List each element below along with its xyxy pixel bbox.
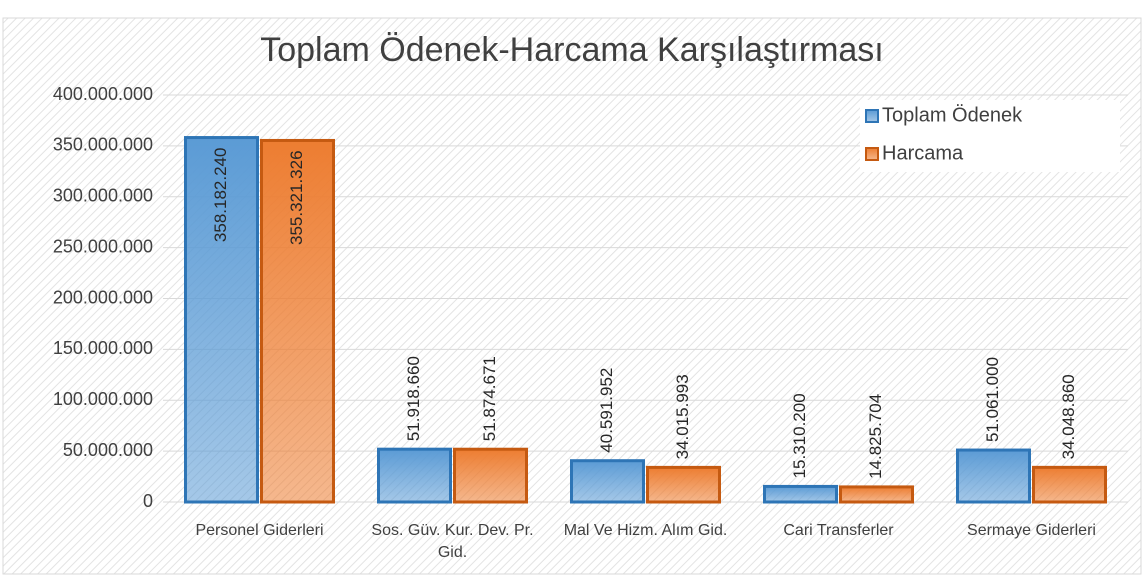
data-label: 355.321.326 — [287, 150, 306, 245]
bar — [453, 447, 528, 504]
chart-title: Toplam Ödenek-Harcama Karşılaştırması — [260, 31, 884, 69]
y-tick-label: 300.000.000 — [53, 186, 153, 206]
y-tick-label: 0 — [143, 491, 153, 511]
y-tick-label: 100.000.000 — [53, 389, 153, 409]
bar — [646, 465, 721, 504]
y-tick-label: 400.000.000 — [53, 84, 153, 104]
x-tick-label: Sermaye Giderleri — [967, 522, 1096, 539]
legend-label: Toplam Ödenek — [882, 104, 1023, 126]
data-label: 34.015.993 — [673, 374, 692, 459]
legend-swatch — [865, 147, 879, 161]
bar — [570, 459, 645, 504]
data-label: 51.874.671 — [480, 356, 499, 441]
x-tick-label: Mal Ve Hizm. Alım Gid. — [563, 522, 728, 539]
data-label: 51.061.000 — [983, 357, 1002, 442]
x-tick-label: Sos. Güv. Kur. Dev. Pr. Gid. — [371, 522, 534, 561]
bar — [260, 138, 335, 504]
y-tick-label: 200.000.000 — [53, 287, 153, 307]
y-tick-label: 250.000.000 — [53, 236, 153, 256]
data-label: 34.048.860 — [1059, 374, 1078, 459]
data-label: 358.182.240 — [211, 148, 230, 243]
data-label: 51.918.660 — [404, 356, 423, 441]
data-label: 40.591.952 — [597, 368, 616, 453]
y-tick-label: 150.000.000 — [53, 338, 153, 358]
legend-label: Harcama — [882, 142, 964, 164]
bar — [839, 485, 914, 504]
legend-swatch — [865, 109, 879, 123]
bar — [184, 136, 259, 504]
y-tick-label: 50.000.000 — [63, 440, 153, 460]
x-tick-label: Personel Giderleri — [195, 522, 324, 539]
bar — [377, 447, 452, 504]
bar — [1032, 465, 1107, 504]
legend-box — [860, 100, 1120, 172]
bar — [763, 484, 838, 504]
bar — [956, 448, 1031, 504]
data-label: 15.310.200 — [790, 393, 809, 478]
data-label: 14.825.704 — [866, 394, 885, 479]
y-tick-label: 350.000.000 — [53, 135, 153, 155]
x-tick-label: Cari Transferler — [783, 522, 894, 539]
